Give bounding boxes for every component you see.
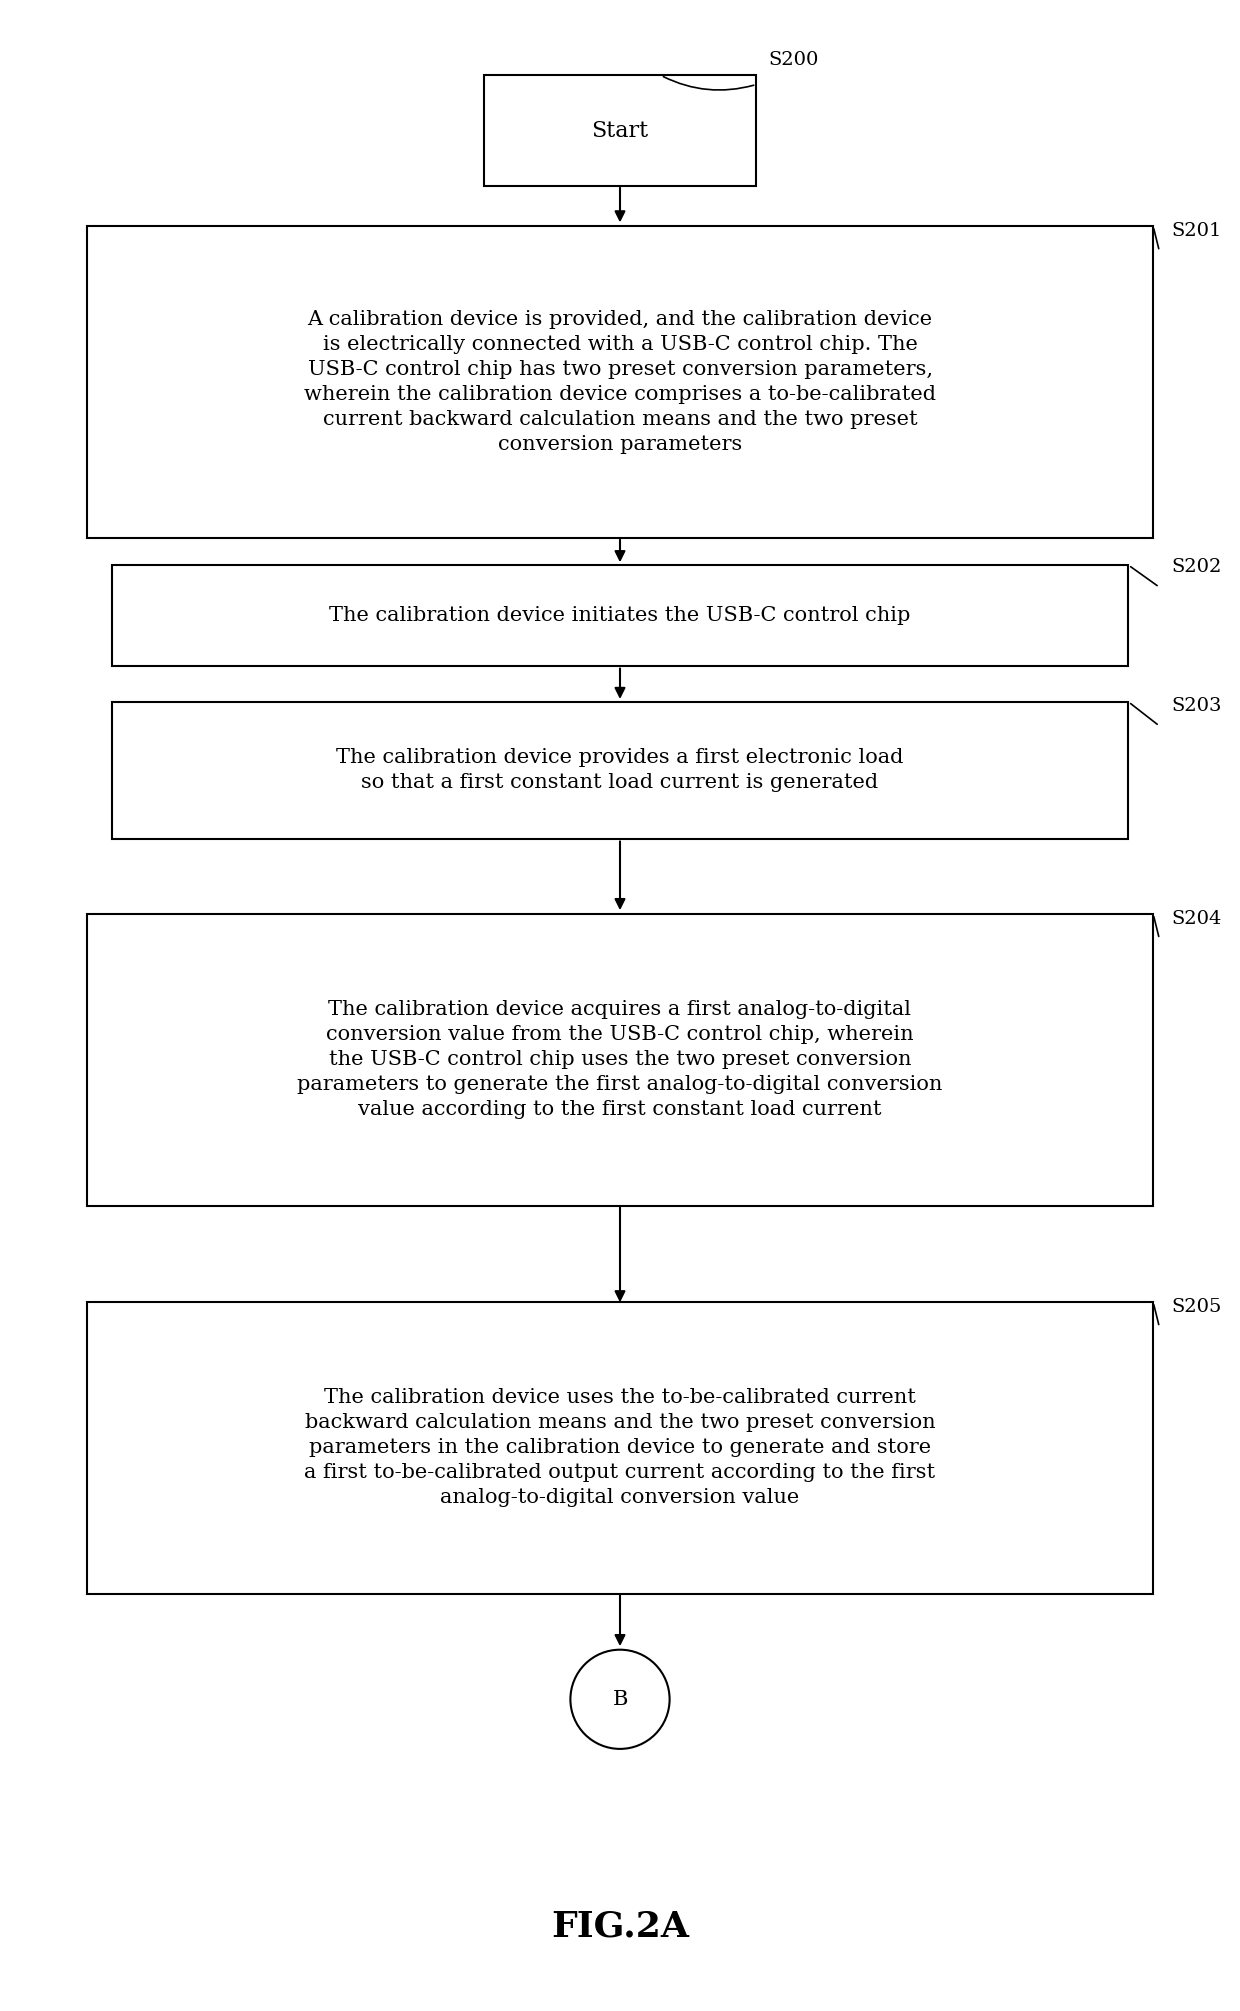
Text: S200: S200: [769, 52, 820, 68]
Text: The calibration device uses the to-be-calibrated current
backward calculation me: The calibration device uses the to-be-ca…: [305, 1388, 935, 1508]
Text: S204: S204: [1172, 911, 1223, 927]
Text: FIG.2A: FIG.2A: [551, 1910, 689, 1943]
Bar: [484, 76, 756, 187]
Text: S201: S201: [1172, 223, 1223, 239]
Text: The calibration device provides a first electronic load
so that a first constant: The calibration device provides a first …: [336, 748, 904, 792]
Text: A calibration device is provided, and the calibration device
is electrically con: A calibration device is provided, and th…: [304, 310, 936, 454]
Bar: [87, 225, 1153, 537]
Bar: [87, 1303, 1153, 1593]
Text: The calibration device acquires a first analog-to-digital
conversion value from : The calibration device acquires a first …: [298, 999, 942, 1120]
Bar: [87, 913, 1153, 1207]
Text: Start: Start: [591, 121, 649, 141]
Text: B: B: [613, 1689, 627, 1709]
Text: The calibration device initiates the USB-C control chip: The calibration device initiates the USB…: [330, 605, 910, 625]
Text: S205: S205: [1172, 1299, 1223, 1315]
Text: S203: S203: [1172, 698, 1223, 714]
Bar: [112, 702, 1128, 839]
Bar: [112, 565, 1128, 666]
Ellipse shape: [570, 1649, 670, 1750]
Text: S202: S202: [1172, 559, 1223, 575]
